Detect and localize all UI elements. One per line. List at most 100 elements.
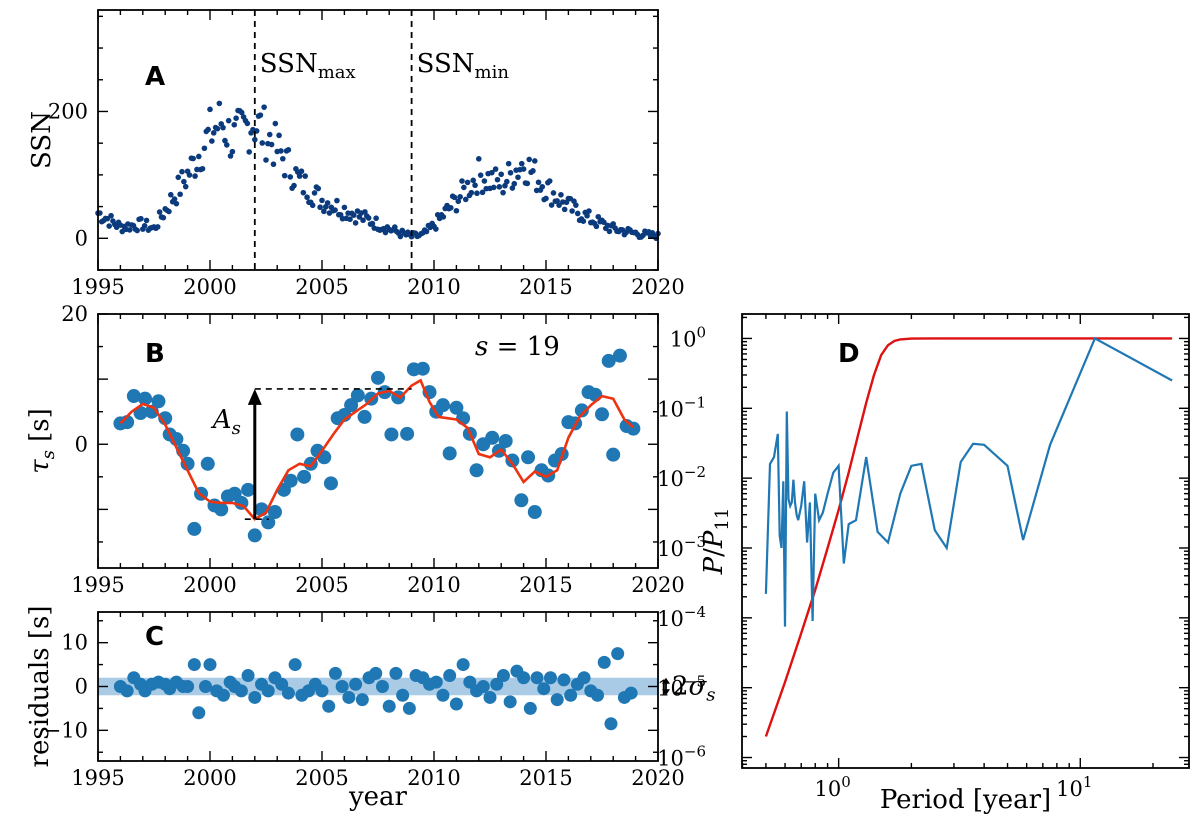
ssn-point [272,120,279,127]
ssn-point [186,172,193,178]
ssn-point [464,179,471,186]
ssn-points [95,100,661,242]
ssn-point [530,168,536,174]
ssn-point [369,220,376,227]
residual-point [396,688,410,702]
sigma-arrowhead-down [662,689,670,696]
ssn-point [108,212,114,219]
residual-point [429,675,443,689]
x-tick-label: 1995 [71,766,124,790]
residual-point [543,671,557,685]
x-tick-label: 2010 [407,573,460,597]
tau-point [442,446,457,461]
tau-point [344,398,359,413]
ssn-point [317,204,323,211]
x-tick-label: 2015 [519,573,572,597]
ssn-point [518,160,525,167]
panel-b-frame [97,313,659,569]
tau-fit-line [119,378,635,521]
tau-point [505,453,520,468]
ssn-point [276,132,282,139]
periodogram-line [764,336,1173,627]
x-tick-label: 2015 [519,275,572,299]
panel-a-letter: A [145,62,165,92]
tau-point [400,426,415,441]
panel-d-frame [741,313,1190,769]
tau-point [521,450,536,465]
tau-point [415,361,430,376]
y-tick-label: 10−3 [657,533,706,561]
residual-point [564,688,578,702]
ssn-point [270,161,277,168]
panel-b-letter: B [145,339,165,369]
amplitude-arrowhead [247,388,262,405]
ssn-point [461,184,467,191]
residual-point [517,671,531,685]
residual-point [120,684,134,698]
tau-point [435,398,450,413]
ssn-point [196,153,202,160]
y-tick-label: −10 [44,718,88,742]
ssn-min-label: SSNmin [417,49,510,83]
residual-point [490,677,504,691]
ssn-point [573,202,579,208]
ssn-point [201,145,208,152]
panel-d-xlabel: Period [year] [880,785,1051,815]
residual-point [288,658,302,672]
ssn-point [156,209,163,215]
residual-point [203,658,217,672]
ssn-point [224,142,230,148]
residual-point [328,666,342,680]
tau-point [138,391,153,406]
tau-points [113,348,641,543]
ssn-point [481,178,488,184]
ssn-point [205,126,211,133]
tau-point [469,463,484,478]
tau-point [449,400,464,415]
ssn-point [546,178,553,184]
residual-point [369,666,383,680]
panel-a-frame [97,9,659,271]
ssn-point [360,217,366,224]
ssn-point [593,223,600,230]
ssn-point [479,189,486,196]
tau-point [241,482,256,497]
panel-a-ylabel: SSN [27,111,57,169]
ssn-point [106,223,112,229]
ssn-point [472,182,478,189]
residual-point [611,647,625,661]
sigma-label: 2σs [672,672,716,706]
panel-c-xlabel: year [348,782,408,812]
ssn-point [280,155,286,162]
ssn-point [561,206,568,213]
ssn-point [352,220,359,226]
residual-point [483,690,497,704]
ssn-point [244,120,251,127]
ssn-point [225,117,232,124]
panel-a-ticks: 1995 2000 2005 2010 2015 2020 0 200 [48,10,685,299]
ssn-point [595,213,602,220]
residual-point [187,658,201,672]
ssn-point [500,189,506,196]
ssn-point [440,214,447,220]
ssn-point [321,208,327,215]
ssn-point [238,109,245,116]
ssn-point [298,168,305,175]
ssn-point [179,168,185,175]
ssn-point [554,198,560,204]
residual-point [216,688,230,702]
tau-point [297,469,312,484]
ssn-point [584,212,590,219]
ssn-point [468,189,475,196]
residual-point [503,695,517,709]
ssn-point [257,112,264,118]
residual-point [443,669,457,683]
residual-point [523,701,537,715]
ssn-point [433,226,439,232]
residual-point [382,699,396,713]
x-tick-label: 2020 [631,275,684,299]
ssn-point [214,125,221,132]
ssn-point [291,182,297,189]
